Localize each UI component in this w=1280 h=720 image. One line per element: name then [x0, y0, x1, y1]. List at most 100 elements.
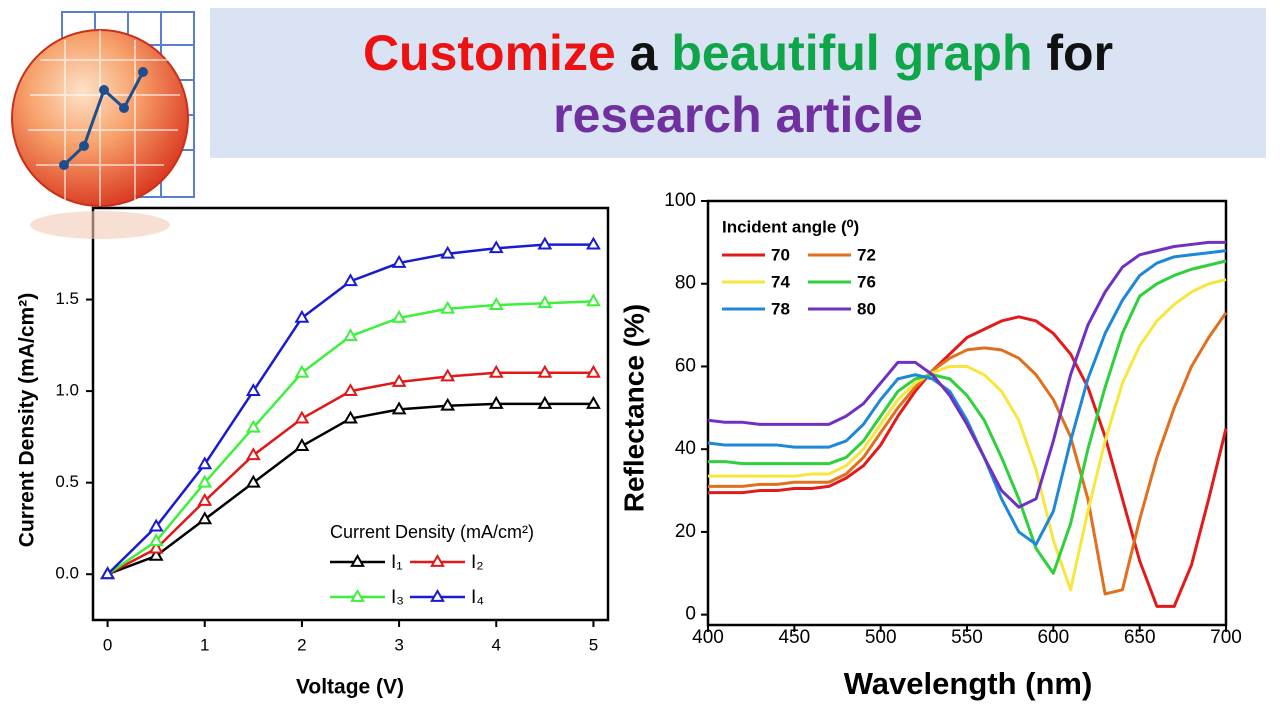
logo-dots	[59, 67, 148, 170]
legend-label: 78	[771, 299, 790, 318]
marker	[585, 395, 601, 409]
legend-label: 76	[857, 272, 876, 291]
marker	[100, 566, 116, 580]
logo	[11, 11, 195, 239]
marker	[537, 236, 553, 250]
series-line	[707, 240, 1226, 509]
marker	[585, 293, 601, 307]
y-axis-label: Reflectance (%)	[618, 304, 649, 513]
marker	[197, 474, 213, 488]
title-banner: Customize a beautiful graph for research…	[210, 8, 1266, 158]
marker	[343, 328, 358, 342]
series-line	[708, 278, 1227, 592]
marker	[488, 297, 504, 310]
marker	[488, 364, 504, 378]
marker	[391, 309, 407, 323]
marker	[294, 410, 310, 424]
marker	[294, 438, 310, 451]
marker	[148, 533, 164, 547]
logo-sphere-grid	[28, 30, 180, 206]
title-part: beautiful graph	[671, 25, 1033, 81]
marker	[245, 474, 261, 488]
marker	[343, 383, 358, 397]
marker	[197, 456, 213, 470]
y-tick-label: 1.0	[55, 381, 79, 400]
marker	[537, 295, 553, 309]
legend-marker	[350, 553, 365, 567]
title-part: for	[1046, 25, 1114, 81]
title-part: a	[629, 25, 658, 81]
x-axis-label: Wavelength (nm)	[844, 666, 1093, 701]
title-part: research article	[553, 87, 923, 143]
y-axis-label: Current Density (mA/cm²)	[16, 293, 39, 547]
x-tick-label: 450	[778, 627, 810, 648]
legend-label: 74	[771, 272, 790, 291]
legend-marker	[430, 588, 445, 602]
y-tick-label: 1.5	[55, 289, 79, 308]
legend-label: 72	[857, 245, 876, 264]
marker	[148, 547, 164, 561]
y-tick-label: 0.0	[55, 564, 79, 583]
marker	[440, 300, 456, 314]
marker	[245, 383, 261, 397]
x-tick-label: 600	[1037, 627, 1069, 648]
marker	[197, 511, 213, 525]
x-tick-label: 650	[1124, 627, 1156, 648]
marker	[245, 447, 261, 461]
x-tick-label: 0	[103, 635, 112, 654]
marker	[343, 273, 358, 287]
x-tick-label: 550	[951, 627, 983, 648]
legend-label: I₂	[471, 552, 484, 573]
y-tick-label: 80	[675, 273, 696, 294]
legend-label: I₄	[471, 587, 484, 608]
marker	[245, 419, 261, 433]
legend-title: Incident angle (⁰)	[722, 217, 859, 236]
marker	[148, 540, 164, 554]
x-tick-label: 5	[589, 635, 598, 654]
legend-label: 80	[857, 299, 876, 318]
logo-shadow	[30, 211, 170, 239]
plot-frame	[706, 199, 1228, 627]
y-tick-label: 60	[675, 355, 696, 376]
marker	[294, 364, 310, 378]
marker	[148, 518, 164, 532]
x-tick-label: 400	[692, 627, 724, 648]
marker	[440, 368, 456, 382]
legend-label: I₁	[391, 552, 403, 573]
y-tick-label: 0.5	[55, 472, 79, 491]
x-tick-label: 4	[492, 635, 501, 654]
plot-frame	[91, 206, 610, 622]
series-line	[708, 259, 1227, 575]
y-tick-label: 20	[675, 521, 696, 542]
plots: 0 1 2 3 4 5 0.0 0.5 1.0 1.5 Voltage (V) Current Den…	[16, 190, 1242, 701]
marker	[488, 240, 504, 254]
x-axis-label: Voltage (V)	[296, 676, 404, 699]
marker	[294, 309, 310, 323]
marker	[537, 364, 553, 378]
legend-marker	[430, 553, 445, 567]
series-line	[708, 311, 1228, 596]
y-tick-label: 40	[675, 438, 696, 459]
x-tick-label: 700	[1210, 627, 1242, 648]
title: Customize a beautiful graph for research…	[210, 22, 1266, 146]
marker	[488, 395, 504, 409]
x-tick-label: 3	[394, 635, 403, 654]
marker	[391, 401, 407, 415]
marker	[585, 364, 601, 378]
marker	[391, 254, 407, 268]
legend-label: I₃	[391, 587, 404, 608]
x-tick-label: 1	[200, 635, 209, 654]
legend-title: Current Density (mA/cm²)	[330, 522, 534, 542]
series-line	[707, 249, 1227, 546]
marker	[343, 410, 358, 424]
x-tick-label: 500	[865, 627, 897, 648]
marker	[585, 236, 601, 250]
marker	[440, 245, 456, 259]
marker	[391, 373, 407, 387]
marker	[197, 492, 213, 506]
marker	[537, 395, 553, 409]
y-tick-label: 0	[685, 604, 696, 625]
series-line	[708, 315, 1228, 608]
